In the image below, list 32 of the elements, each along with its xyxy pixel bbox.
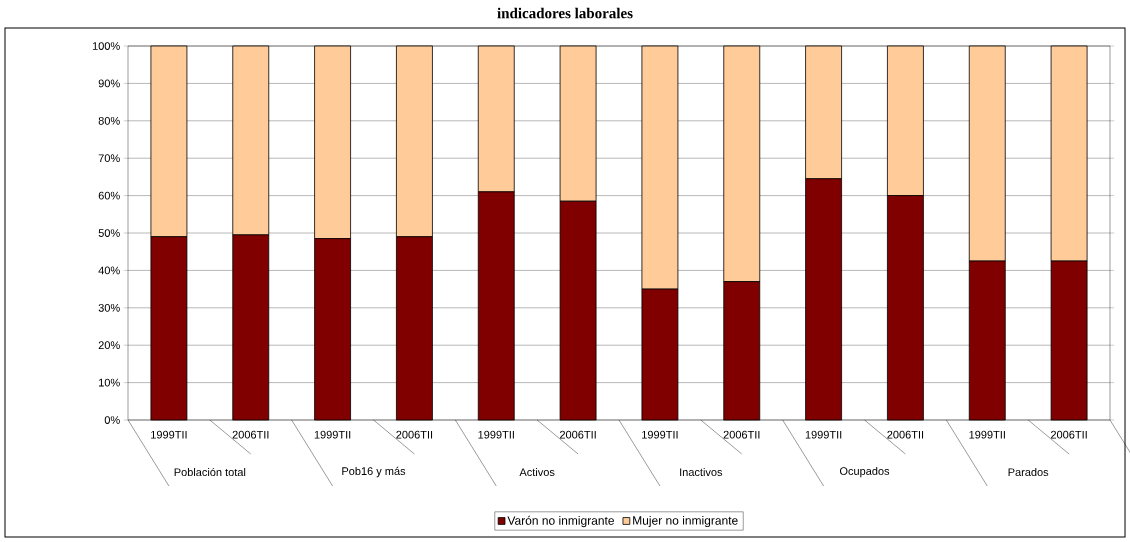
chart-title: indicadores laborales [497,7,633,19]
y-tick-label: 40% [98,266,120,275]
text: Ocupados [839,466,890,478]
legend-label: Varón no inmigrante [507,515,614,528]
x-tick-label: 1999TII [151,430,187,439]
y-tick-label: 10% [99,378,120,387]
x-tick-label: 2006TII [1050,430,1087,439]
x-tick-label: 1999TII [642,430,678,439]
x-tick-label: 2006TII [723,430,760,439]
y-tick-label: 50% [98,229,120,237]
x-tick-label: 2006TII [559,430,596,439]
text: Inactivos [680,467,723,477]
y-tick-label: 30% [98,303,120,312]
y-tick-label: 70% [98,154,120,163]
x-tick-label: 1999TII [969,430,1005,439]
y-tick-label: 100% [92,42,120,50]
y-tick-label: 20% [98,341,120,350]
y-tick-label: 0% [104,416,120,424]
legend-label: Mujer no inmigrante [633,515,738,528]
text: Parados [1008,467,1049,477]
y-tick-label: 80% [98,116,120,125]
x-tick-label: 1999TII [478,430,514,439]
y-tick-label: 90% [98,79,120,88]
text: Población total [174,467,246,477]
x-tick-label: 2006TII [396,430,433,439]
text: Pob16 y más [342,466,406,478]
text: Activos [519,467,555,477]
y-tick-label: 60% [98,191,120,200]
x-tick-label: 2006TII [232,430,269,439]
x-tick-label: 1999TII [805,430,842,439]
x-tick-label: 2006TII [887,430,924,439]
x-tick-label: 1999TII [314,430,351,439]
